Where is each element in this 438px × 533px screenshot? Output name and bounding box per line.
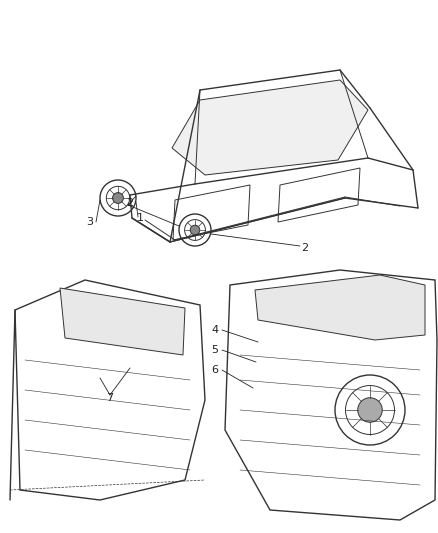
Text: 3: 3 [86, 217, 93, 227]
Circle shape [190, 225, 200, 235]
Text: 7: 7 [106, 393, 113, 403]
Text: 2: 2 [301, 243, 308, 253]
Text: 5: 5 [212, 345, 219, 355]
Text: 6: 6 [212, 365, 219, 375]
Polygon shape [172, 80, 368, 175]
Text: 1: 1 [137, 213, 144, 223]
Circle shape [113, 192, 124, 204]
Text: 4: 4 [212, 325, 219, 335]
Circle shape [358, 398, 382, 422]
Polygon shape [255, 275, 425, 340]
Polygon shape [60, 288, 185, 355]
Text: 2: 2 [127, 198, 134, 208]
